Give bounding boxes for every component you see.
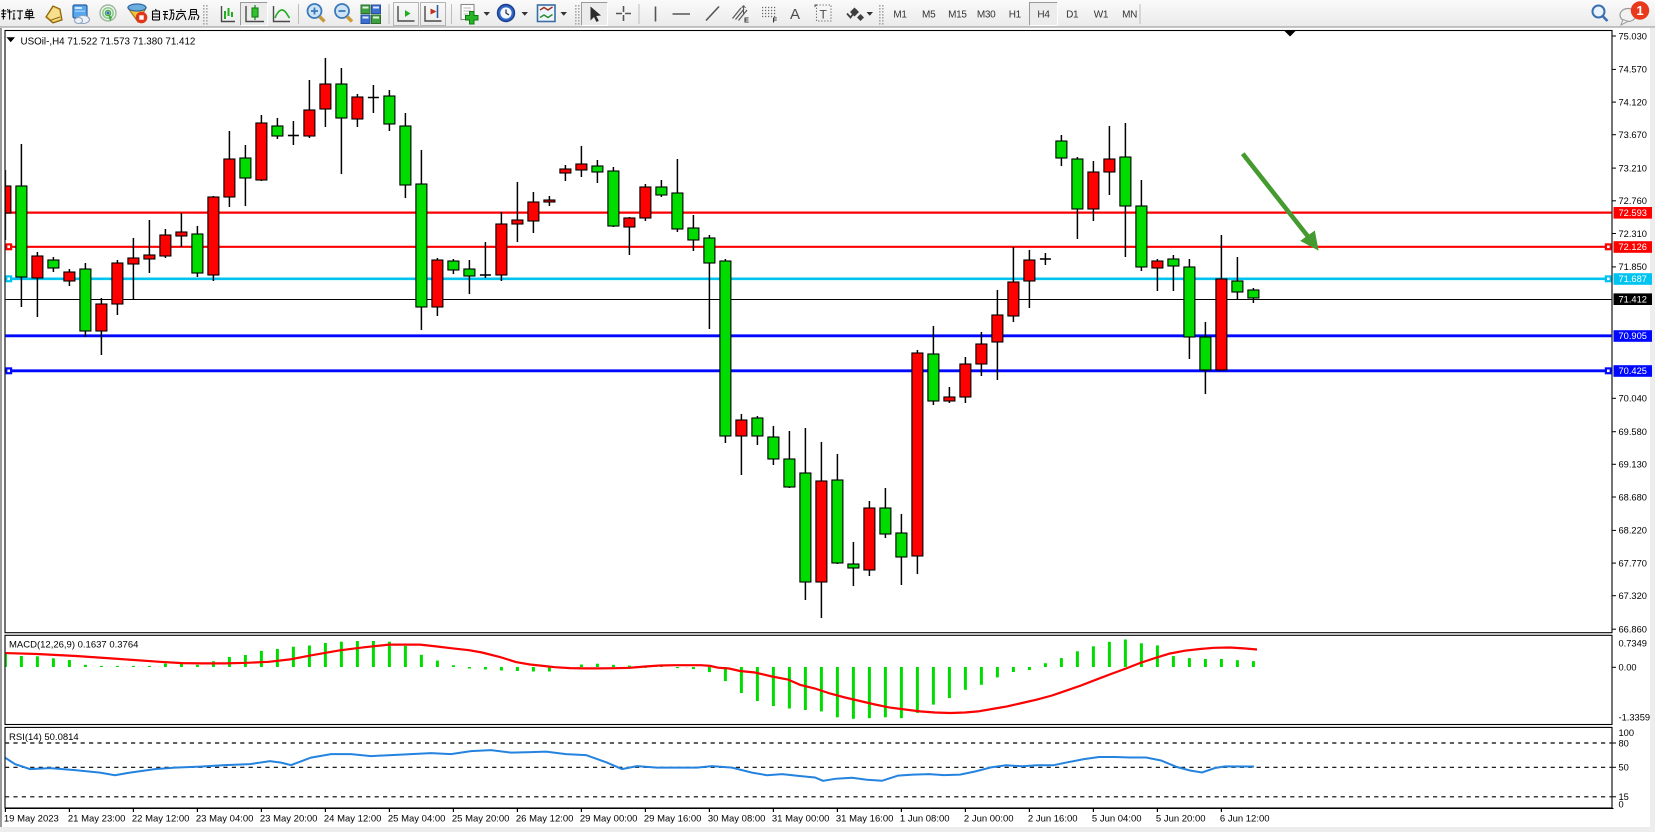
svg-text:E: E <box>744 16 749 25</box>
svg-text:80: 80 <box>1619 738 1629 748</box>
svg-text:22 May 12:00: 22 May 12:00 <box>132 814 190 825</box>
svg-text:25 May 20:00: 25 May 20:00 <box>452 814 510 825</box>
svg-text:71.850: 71.850 <box>1619 262 1647 272</box>
svg-text:73.670: 73.670 <box>1619 130 1647 140</box>
svg-text:29 May 16:00: 29 May 16:00 <box>644 814 702 825</box>
svg-text:RSI(14) 50.0814: RSI(14) 50.0814 <box>9 732 79 743</box>
svg-text:50: 50 <box>1619 763 1629 773</box>
svg-text:M15: M15 <box>948 10 967 21</box>
svg-text:26 May 12:00: 26 May 12:00 <box>516 814 574 825</box>
svg-text:72.126: 72.126 <box>1619 242 1647 252</box>
svg-text:23 May 04:00: 23 May 04:00 <box>196 814 254 825</box>
svg-text:31 May 00:00: 31 May 00:00 <box>772 814 830 825</box>
svg-text:68.220: 68.220 <box>1619 526 1647 536</box>
svg-text:0.7349: 0.7349 <box>1619 638 1647 648</box>
svg-text:A: A <box>790 6 800 23</box>
svg-text:74.120: 74.120 <box>1619 97 1647 107</box>
svg-text:6 Jun 12:00: 6 Jun 12:00 <box>1220 814 1270 825</box>
svg-text:73.210: 73.210 <box>1619 163 1647 173</box>
svg-text:66.860: 66.860 <box>1619 625 1647 635</box>
svg-text:2 Jun 00:00: 2 Jun 00:00 <box>964 814 1014 825</box>
svg-text:5 Jun 04:00: 5 Jun 04:00 <box>1092 814 1142 825</box>
svg-text:68.680: 68.680 <box>1619 492 1647 502</box>
svg-text:15: 15 <box>1619 792 1629 802</box>
svg-text:D1: D1 <box>1066 10 1079 21</box>
svg-text:USOil-,H4 71.522 71.573 71.38: USOil-,H4 71.522 71.573 71.380 71.412 <box>21 36 196 47</box>
svg-text:71.412: 71.412 <box>1619 294 1647 304</box>
svg-text:100: 100 <box>1619 728 1635 738</box>
svg-text:H1: H1 <box>1009 10 1022 21</box>
svg-text:29 May 00:00: 29 May 00:00 <box>580 814 638 825</box>
svg-text:67.320: 67.320 <box>1619 591 1647 601</box>
svg-text:21 May 23:00: 21 May 23:00 <box>68 814 126 825</box>
svg-text:MN: MN <box>1122 10 1137 21</box>
svg-text:31 May 16:00: 31 May 16:00 <box>836 814 894 825</box>
svg-text:1 Jun 08:00: 1 Jun 08:00 <box>900 814 950 825</box>
svg-text:70.905: 70.905 <box>1619 331 1647 341</box>
svg-text:MACD(12,26,9) 0.1637 0.3764: MACD(12,26,9) 0.1637 0.3764 <box>9 640 138 651</box>
svg-text:74.570: 74.570 <box>1619 65 1647 75</box>
svg-text:67.770: 67.770 <box>1619 558 1647 568</box>
svg-text:71.687: 71.687 <box>1619 274 1647 284</box>
svg-text:-1.3359: -1.3359 <box>1619 712 1651 722</box>
svg-text:19 May 2023: 19 May 2023 <box>4 814 59 825</box>
svg-text:69.580: 69.580 <box>1619 427 1647 437</box>
svg-text:H4: H4 <box>1037 10 1050 21</box>
svg-text:F: F <box>773 16 778 25</box>
svg-text:72.310: 72.310 <box>1619 229 1647 239</box>
svg-text:0: 0 <box>1619 800 1624 810</box>
svg-text:T: T <box>820 8 828 22</box>
svg-text:75.030: 75.030 <box>1619 31 1647 41</box>
svg-text:2 Jun 16:00: 2 Jun 16:00 <box>1028 814 1078 825</box>
svg-text:5 Jun 20:00: 5 Jun 20:00 <box>1156 814 1206 825</box>
svg-text:0.00: 0.00 <box>1619 663 1637 673</box>
svg-text:24 May 12:00: 24 May 12:00 <box>324 814 382 825</box>
svg-text:M5: M5 <box>922 10 936 21</box>
svg-text:70.040: 70.040 <box>1619 394 1647 404</box>
svg-text:W1: W1 <box>1094 10 1109 21</box>
svg-text:25 May 04:00: 25 May 04:00 <box>388 814 446 825</box>
svg-text:23 May 20:00: 23 May 20:00 <box>260 814 318 825</box>
svg-text:72.760: 72.760 <box>1619 196 1647 206</box>
svg-text:M30: M30 <box>977 10 996 21</box>
svg-text:30 May 08:00: 30 May 08:00 <box>708 814 766 825</box>
svg-text:1: 1 <box>1636 3 1643 18</box>
svg-text:M1: M1 <box>893 10 907 21</box>
svg-text:69.130: 69.130 <box>1619 460 1647 470</box>
svg-text:70.425: 70.425 <box>1619 366 1647 376</box>
svg-text:72.593: 72.593 <box>1619 208 1647 218</box>
